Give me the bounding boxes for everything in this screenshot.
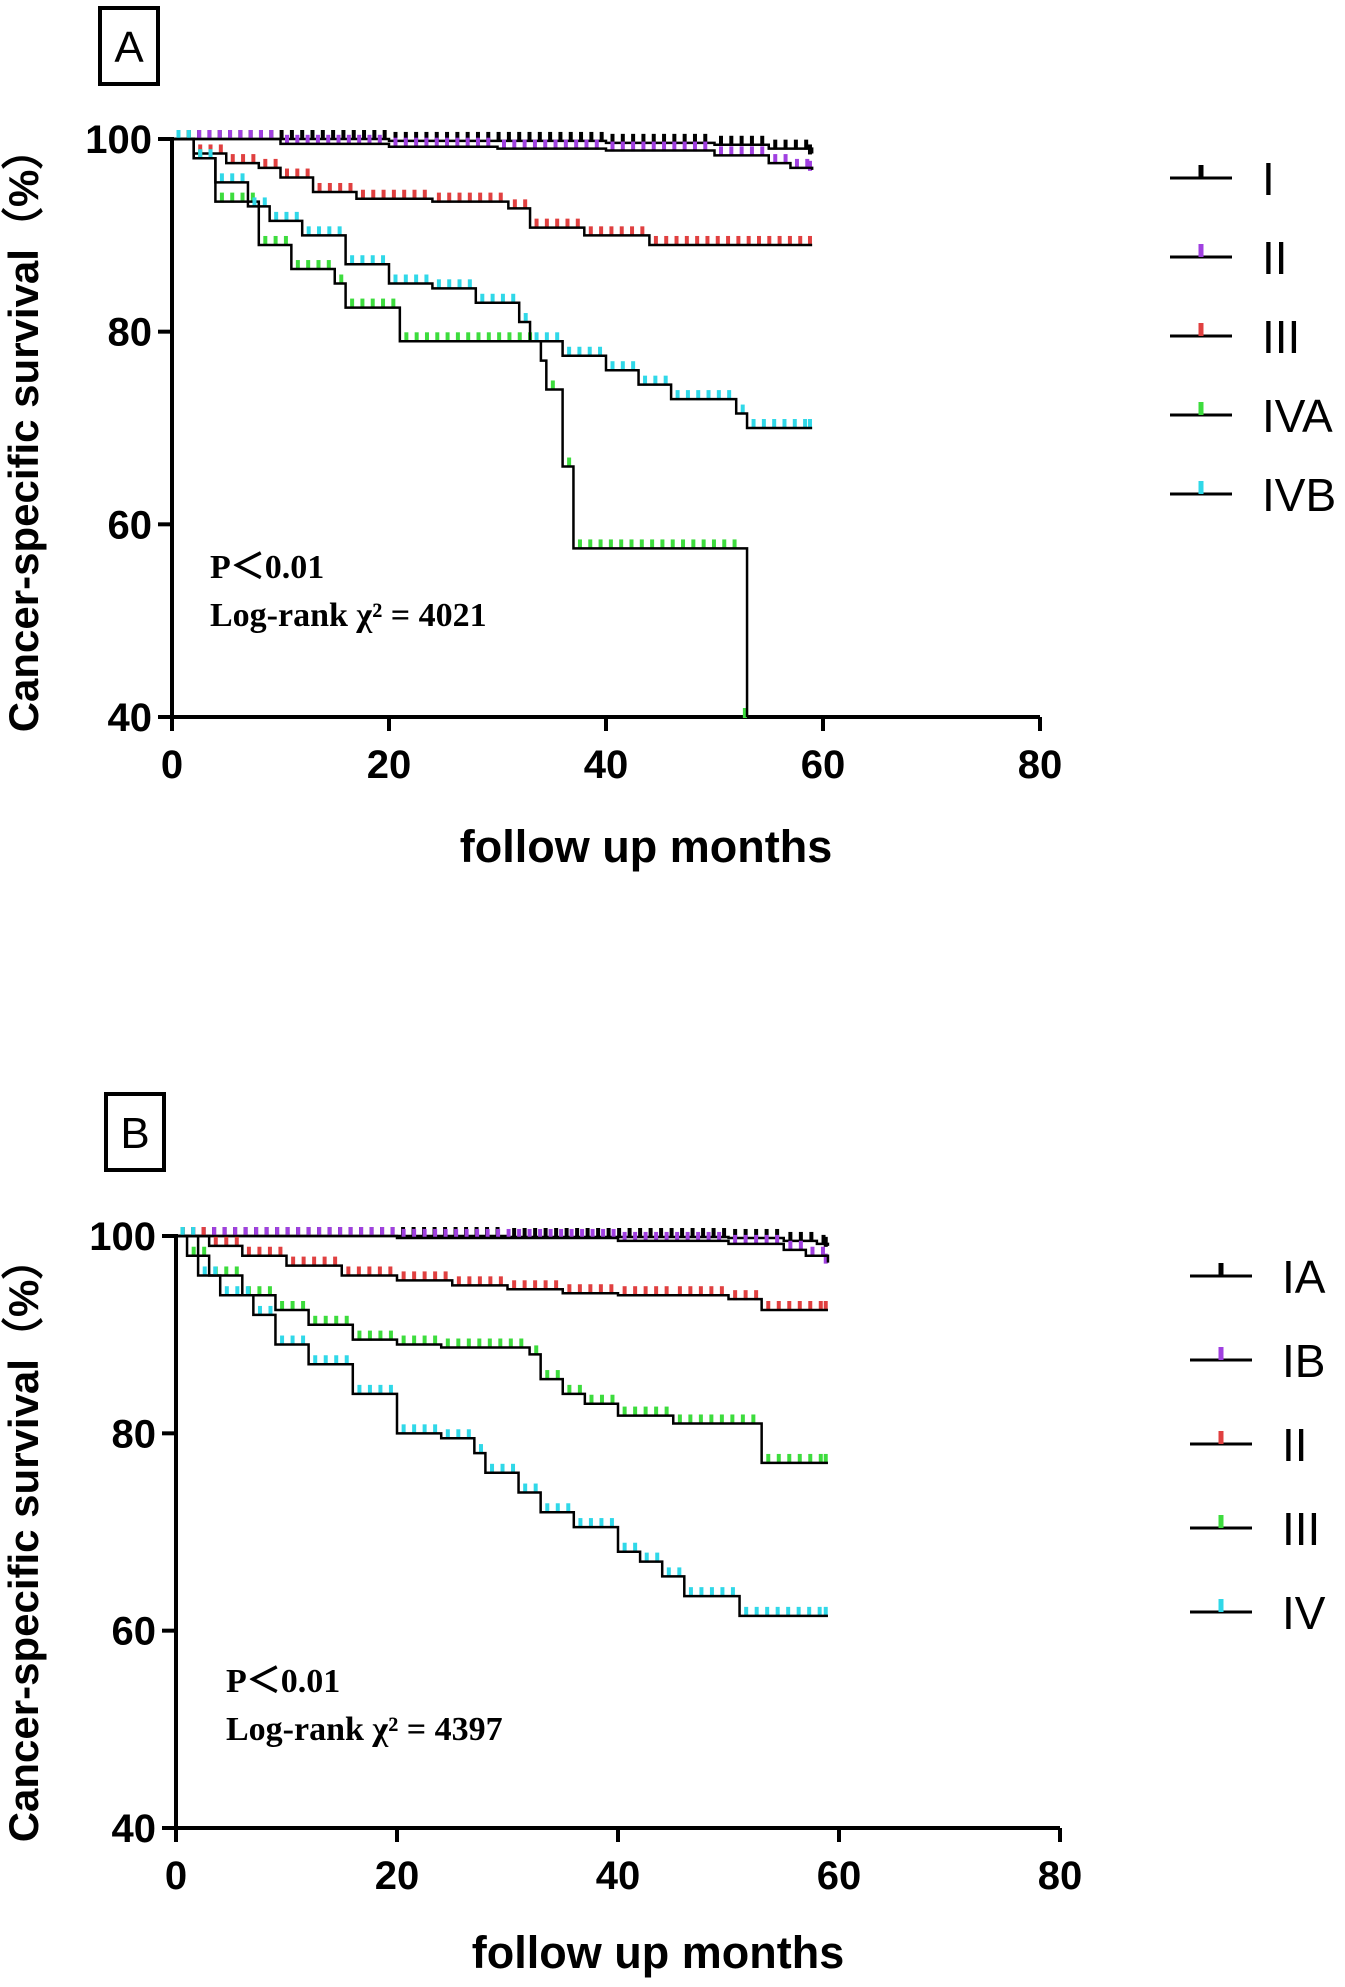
x-tick-label: 40 <box>584 743 629 787</box>
y-tick-label: 40 <box>112 1807 157 1851</box>
legend-item-ii: II <box>1170 232 1288 284</box>
panel-label-box <box>104 1092 166 1172</box>
panel-label: B <box>120 1109 149 1158</box>
legend-label: IA <box>1282 1251 1326 1303</box>
x-axis-label: follow up months <box>460 821 832 872</box>
y-tick-label: 60 <box>108 503 153 547</box>
series-i <box>172 130 814 155</box>
y-axis-label: Cancer-specific survival（%） <box>0 1238 47 1843</box>
survival-curve-ib <box>176 1234 830 1263</box>
x-tick-label: 40 <box>596 1854 641 1898</box>
legend-label: IVB <box>1262 469 1336 521</box>
annotation-text: Log-rank χ² = 4397 <box>226 1711 503 1748</box>
x-tick-label: 20 <box>367 743 412 787</box>
legend-item-ib: IB <box>1190 1335 1325 1387</box>
x-tick-label: 60 <box>817 1854 862 1898</box>
y-axis-label: Cancer-specific survival（%） <box>0 128 47 733</box>
annotation-text: Log-rank χ² = 4021 <box>210 597 487 634</box>
survival-curve-iv <box>176 1234 828 1618</box>
annotation-text: P＜0.01 <box>210 549 324 586</box>
series-iii <box>176 1227 828 1465</box>
survival-curve-iva <box>172 137 749 717</box>
legend-item-ia: IA <box>1190 1251 1326 1303</box>
survival-curve-iii <box>172 137 813 247</box>
chart-panel-b: B 40 60 80 100 0 20 40 60 80 follow up months Cance… <box>0 1092 1326 1978</box>
series-ib <box>176 1227 830 1264</box>
y-tick-label: 80 <box>112 1412 157 1456</box>
annotation-text: P＜0.01 <box>226 1663 340 1700</box>
survival-curve-ivb <box>172 137 813 430</box>
legend-label: III <box>1282 1503 1320 1555</box>
panel-label-box <box>98 6 160 86</box>
y-tick-label: 100 <box>89 1215 156 1259</box>
chart-panel-a: A 40 60 80 100 0 20 40 60 80 follow up months Cance… <box>0 6 1336 872</box>
series-ivb <box>172 130 813 430</box>
survival-curve-iii <box>176 1234 828 1465</box>
legend-label: III <box>1262 311 1300 363</box>
x-tick-label: 80 <box>1018 743 1063 787</box>
survival-curve-ii <box>176 1234 828 1312</box>
legend-label: IVA <box>1262 390 1333 442</box>
legend-item-ii: II <box>1190 1419 1308 1471</box>
y-tick-label: 40 <box>108 696 153 740</box>
legend-item-iii: III <box>1170 311 1300 363</box>
legend-label: II <box>1282 1419 1308 1471</box>
panel-label: A <box>114 23 144 72</box>
legend-label: IB <box>1282 1335 1325 1387</box>
x-tick-label: 0 <box>165 1854 187 1898</box>
survival-curve-ii <box>172 137 814 170</box>
legend-item-iii: III <box>1190 1503 1320 1555</box>
legend-label: II <box>1262 232 1288 284</box>
legend-label: I <box>1262 153 1275 205</box>
series-iva <box>172 130 749 718</box>
y-tick-label: 80 <box>108 311 153 355</box>
series-ii <box>176 1227 828 1312</box>
x-axis-label: follow up months <box>472 1927 844 1978</box>
legend-item-iva: IVA <box>1170 390 1333 442</box>
y-tick-label: 100 <box>85 118 152 162</box>
x-tick-label: 80 <box>1038 1854 1083 1898</box>
x-tick-label: 20 <box>375 1854 420 1898</box>
y-tick-label: 60 <box>112 1610 157 1654</box>
x-tick-label: 0 <box>161 743 183 787</box>
series-ii <box>172 130 814 171</box>
legend-item-ivb: IVB <box>1170 469 1336 521</box>
survival-curve-i <box>172 137 814 154</box>
x-tick-label: 60 <box>801 743 846 787</box>
legend-item-i: I <box>1170 153 1275 205</box>
legend-label: IV <box>1282 1587 1326 1639</box>
legend-item-iv: IV <box>1190 1587 1326 1639</box>
series-iv <box>176 1227 828 1618</box>
